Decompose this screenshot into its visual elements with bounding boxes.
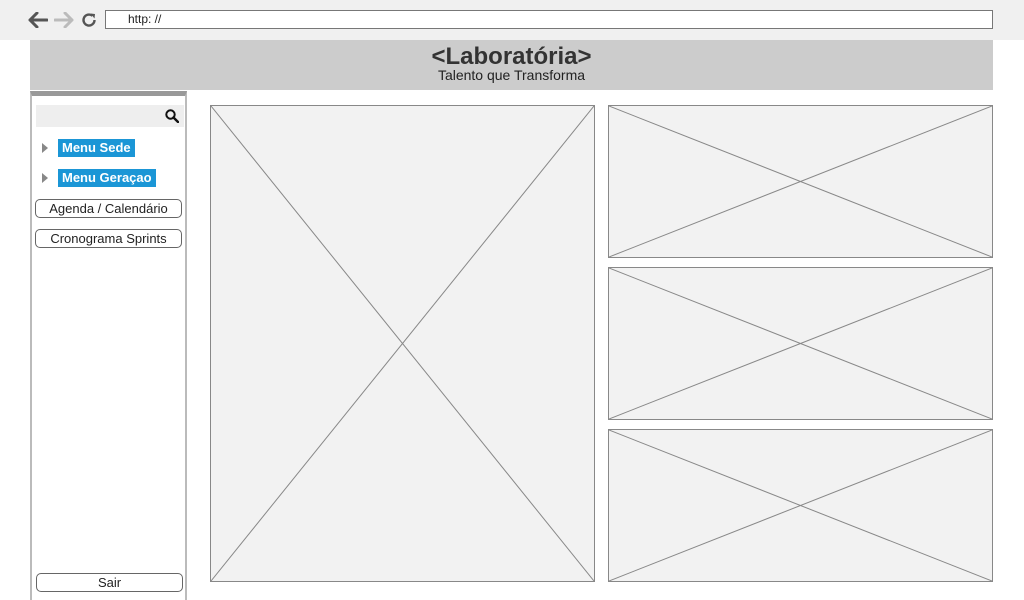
placeholder-cross-icon <box>609 430 992 581</box>
image-placeholder-large <box>210 105 595 582</box>
reload-icon <box>82 13 96 27</box>
image-placeholder-top <box>608 105 993 258</box>
search-icon[interactable] <box>165 109 179 123</box>
caret-right-icon <box>42 138 52 158</box>
arrow-left-icon <box>28 12 48 28</box>
search-box <box>36 105 184 127</box>
image-placeholder-middle <box>608 267 993 420</box>
menu-geracao[interactable]: Menu Geraçao <box>42 168 156 188</box>
site-subtitle: Talento que Transforma <box>437 67 586 83</box>
back-button[interactable] <box>27 9 49 31</box>
caret-right-icon <box>42 168 52 188</box>
menu-geracao-label: Menu Geraçao <box>58 169 156 187</box>
menu-sede[interactable]: Menu Sede <box>42 138 135 158</box>
browser-toolbar <box>0 0 1024 40</box>
site-header: <Laboratória> Talento que Transforma <box>30 40 993 90</box>
sidebar: Menu Sede Menu Geraçao Agenda / Calendár… <box>30 91 187 600</box>
search-input[interactable] <box>36 105 158 127</box>
agenda-calendario-button[interactable]: Agenda / Calendário <box>35 199 182 218</box>
forward-button[interactable] <box>53 9 75 31</box>
address-bar[interactable] <box>105 10 993 29</box>
cronograma-sprints-button[interactable]: Cronograma Sprints <box>35 229 182 248</box>
menu-sede-label: Menu Sede <box>58 139 135 157</box>
placeholder-cross-icon <box>211 106 594 581</box>
placeholder-cross-icon <box>609 106 992 257</box>
placeholder-cross-icon <box>609 268 992 419</box>
arrow-right-icon <box>54 12 74 28</box>
site-title: <Laboratória> <box>431 43 592 70</box>
image-placeholder-bottom <box>608 429 993 582</box>
reload-button[interactable] <box>78 9 100 31</box>
logout-button[interactable]: Sair <box>36 573 183 592</box>
